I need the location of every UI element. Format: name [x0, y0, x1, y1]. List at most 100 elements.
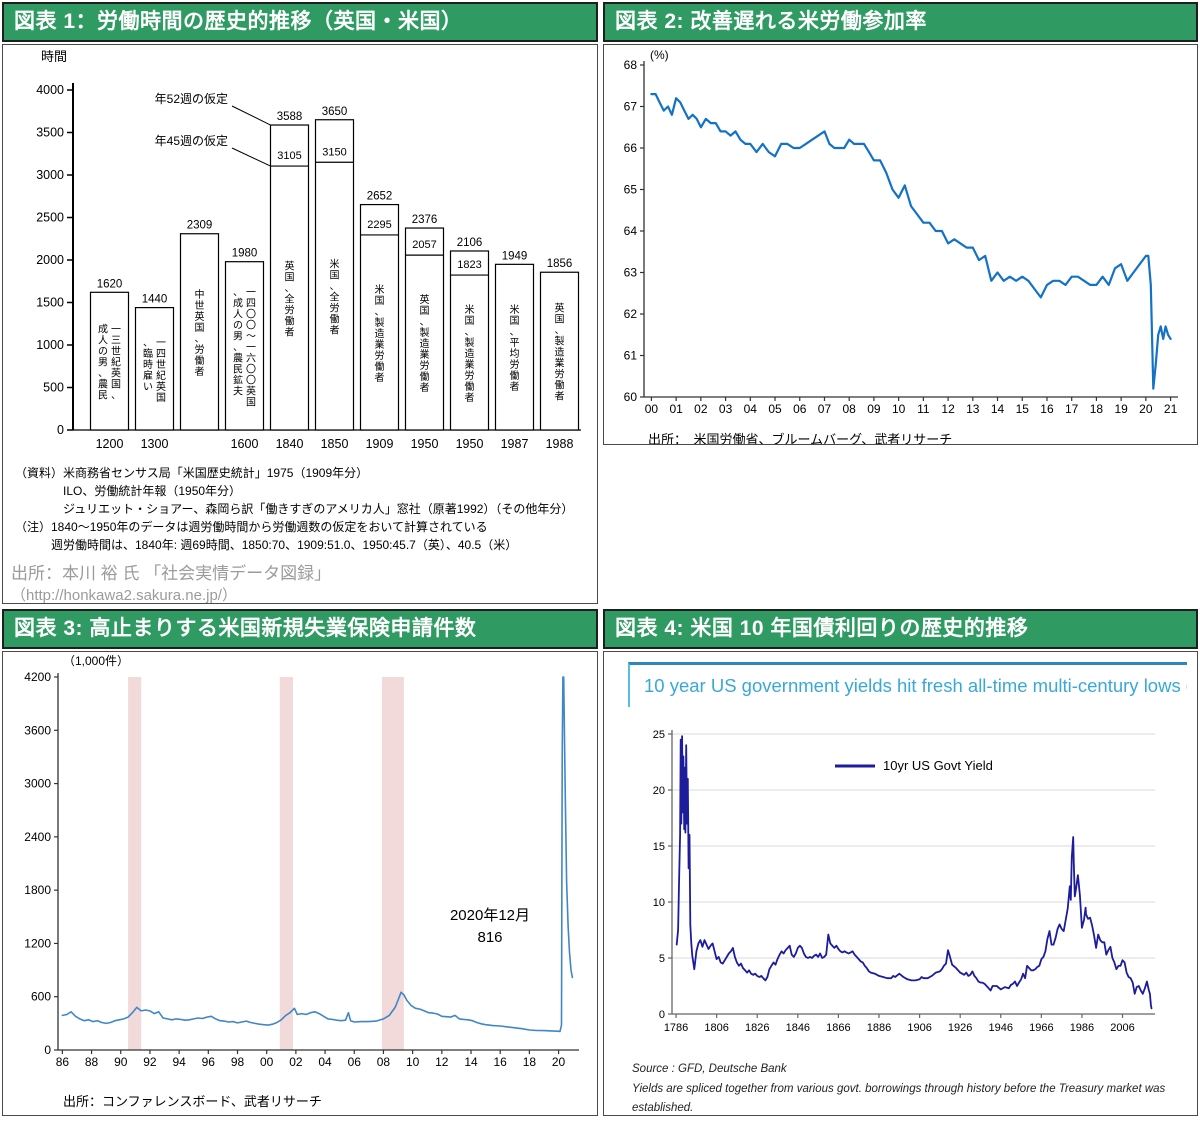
svg-text:3650: 3650	[322, 106, 348, 118]
svg-text:00: 00	[260, 1055, 274, 1069]
figure3-header: 図表 3: 高止まりする米国新規失業保険申請件数	[2, 609, 598, 649]
svg-text:3150: 3150	[322, 146, 346, 158]
svg-text:09: 09	[867, 402, 881, 416]
svg-text:12: 12	[435, 1055, 449, 1069]
svg-text:88: 88	[85, 1055, 99, 1069]
svg-text:3600: 3600	[24, 723, 51, 737]
svg-text:86: 86	[56, 1055, 70, 1069]
labor-participation-line-chart: 60 61 62 63 64 65 66 67 68 00 01 02 03 04 05 06 07 08 09 10…	[624, 48, 1178, 416]
svg-text:64: 64	[624, 224, 638, 238]
svg-text:1000: 1000	[36, 338, 64, 352]
svg-text:中世英国、労働者: 中世英国、労働者	[195, 288, 205, 378]
svg-text:06: 06	[348, 1055, 362, 1069]
svg-text:時間: 時間	[41, 49, 67, 64]
svg-text:20: 20	[1139, 402, 1153, 416]
svg-text:1950: 1950	[411, 437, 439, 451]
svg-text:(%): (%)	[650, 48, 669, 62]
svg-text:1800: 1800	[24, 883, 51, 897]
svg-text:1966: 1966	[1029, 1022, 1053, 1034]
svg-text:0: 0	[659, 1009, 665, 1021]
svg-text:1986: 1986	[1070, 1022, 1094, 1034]
figure3-source: 出所：コンファレンスボード、武者リサーチ	[63, 1094, 322, 1109]
svg-text:65: 65	[624, 183, 638, 197]
svg-text:米国、製造業労働者: 米国、製造業労働者	[375, 283, 385, 384]
svg-text:90: 90	[114, 1055, 128, 1069]
svg-text:1886: 1886	[867, 1022, 891, 1034]
svg-text:2376: 2376	[412, 214, 438, 226]
figure1-title: 図表 1：労働時間の歴史的推移（英国・米国）	[14, 10, 463, 33]
svg-text:14: 14	[991, 402, 1005, 416]
figure2-title: 図表 2: 改善遅れる米労働参加率	[615, 10, 927, 33]
svg-text:03: 03	[719, 402, 733, 416]
svg-text:10yr US Govt Yield: 10yr US Govt Yield	[883, 758, 993, 773]
figure2-header: 図表 2: 改善遅れる米労働参加率	[603, 2, 1198, 42]
figure4-source-line1: Source : GFD, Deutsche Bank	[632, 1063, 787, 1075]
svg-text:年52週の仮定: 年52週の仮定	[155, 91, 228, 106]
svg-text:04: 04	[744, 402, 758, 416]
svg-text:1909: 1909	[366, 437, 394, 451]
figure1-body: 0 500 1000 1500 2000 2500 3000 3500 4000 時間 1620 一三…	[2, 44, 598, 604]
figure1-notes: （資料）米商務省センサス局「米国歴史統計」1975（1909年分） ILO、労働…	[15, 464, 597, 554]
figure2-source: 出所： 米国労働省、ブルームバーグ、武者リサーチ	[648, 432, 953, 445]
figure4-subtitle: 10 year US government yields hit fresh a…	[644, 675, 1187, 696]
working-hours-bar-chart: 0 500 1000 1500 2000 2500 3000 3500 4000 時間 1620 一三…	[36, 49, 581, 451]
svg-text:92: 92	[143, 1055, 157, 1069]
svg-text:07: 07	[818, 402, 832, 416]
svg-text:4200: 4200	[24, 670, 51, 684]
svg-text:18: 18	[1090, 402, 1104, 416]
svg-text:10: 10	[653, 897, 665, 909]
svg-text:2006: 2006	[1110, 1022, 1134, 1034]
figure1-panel: 図表 1：労働時間の歴史的推移（英国・米国） 0 500 1000 1500 2000 2…	[2, 2, 598, 606]
svg-text:68: 68	[624, 58, 638, 72]
svg-text:3105: 3105	[277, 150, 301, 162]
note-line: ILO、労働統計年報（1950年分）	[15, 484, 242, 498]
svg-text:1840: 1840	[276, 437, 304, 451]
svg-text:20: 20	[552, 1055, 566, 1069]
svg-text:1906: 1906	[907, 1022, 931, 1034]
svg-text:1846: 1846	[786, 1022, 810, 1034]
svg-text:英国、製造業労働者: 英国、製造業労働者	[555, 302, 565, 403]
svg-text:0: 0	[44, 1043, 51, 1057]
svg-text:1950: 1950	[456, 437, 484, 451]
svg-text:4000: 4000	[36, 83, 64, 97]
svg-text:2309: 2309	[187, 220, 213, 232]
figure3-title: 図表 3: 高止まりする米国新規失業保険申請件数	[14, 617, 477, 640]
svg-text:1988: 1988	[546, 437, 574, 451]
svg-text:英国、製造業労働者: 英国、製造業労働者	[420, 293, 430, 394]
svg-text:年45週の仮定: 年45週の仮定	[155, 133, 228, 148]
svg-text:816: 816	[477, 929, 502, 946]
svg-text:2652: 2652	[367, 191, 393, 203]
svg-text:1823: 1823	[457, 259, 481, 271]
figure4-body: 10 year US government yields hit fresh a…	[603, 651, 1198, 1116]
svg-text:96: 96	[202, 1055, 216, 1069]
svg-text:英国、全労働者: 英国、全労働者	[285, 260, 295, 339]
svg-text:13: 13	[966, 402, 980, 416]
svg-text:11: 11	[917, 402, 930, 416]
svg-text:63: 63	[624, 266, 638, 280]
svg-text:1980: 1980	[232, 248, 258, 260]
svg-text:01: 01	[669, 402, 683, 416]
svg-text:2057: 2057	[412, 239, 436, 251]
svg-text:2295: 2295	[367, 219, 391, 231]
svg-text:（1,000件）: （1,000件）	[63, 654, 129, 668]
svg-text:05: 05	[768, 402, 782, 416]
svg-text:14: 14	[464, 1055, 478, 1069]
svg-text:10: 10	[892, 402, 906, 416]
svg-text:1856: 1856	[547, 258, 573, 270]
figure2-body: 60 61 62 63 64 65 66 67 68 00 01 02 03 04 05 06 07 08 09 10…	[603, 44, 1198, 445]
svg-text:17: 17	[1065, 402, 1079, 416]
svg-text:一四〇〇～一六〇〇英国: 一四〇〇～一六〇〇英国	[246, 287, 256, 408]
svg-text:1620: 1620	[97, 278, 123, 290]
svg-text:1600: 1600	[231, 437, 259, 451]
svg-text:08: 08	[843, 402, 857, 416]
note-line: ジュリエット・ショアー、森岡ら訳「働きすぎのアメリカ人」窓社（原著1992）（そ…	[15, 502, 574, 516]
figure4-subtitle-box: 10 year US government yields hit fresh a…	[628, 662, 1187, 707]
svg-text:1500: 1500	[36, 296, 64, 310]
svg-text:米国、全労働者: 米国、全労働者	[330, 258, 340, 337]
figure1-source-line: 出所：本川 裕 氏 「社会実情データ図録」	[11, 564, 332, 583]
svg-text:成人の男、農民: 成人の男、農民	[98, 324, 108, 402]
svg-text:25: 25	[653, 729, 665, 741]
svg-text:米国、製造業労働者: 米国、製造業労働者	[465, 303, 475, 404]
svg-text:2500: 2500	[36, 211, 64, 225]
svg-text:、成人の男、農民鉱夫: 、成人の男、農民鉱夫	[233, 287, 243, 397]
